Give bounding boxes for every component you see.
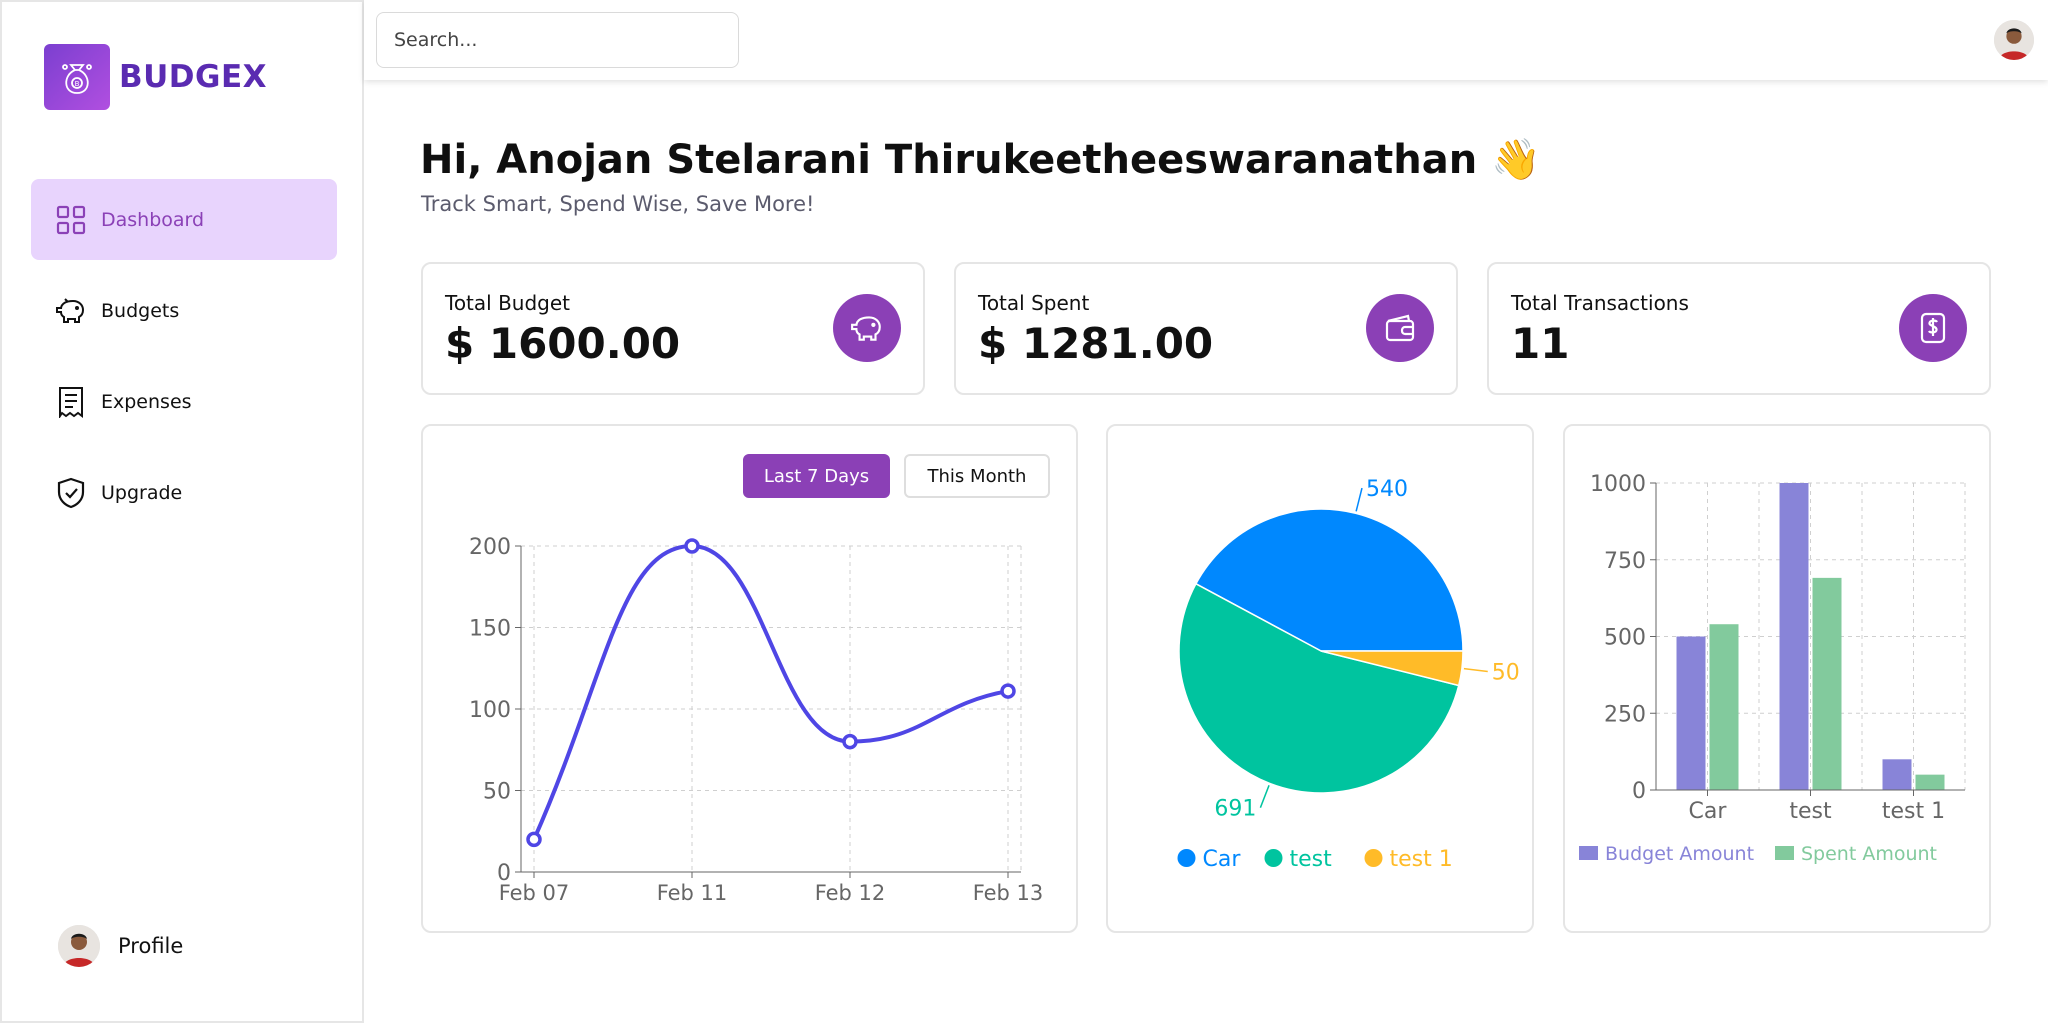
pie-slice[interactable] xyxy=(1320,650,1464,687)
budget-vs-spent-bar-chart: 0 250 500 750 1000 Car test test 1 Budget Amount… xyxy=(1579,472,1966,865)
sidebar-item-label: Upgrade xyxy=(101,481,183,504)
bar[interactable] xyxy=(1915,774,1945,790)
y-tick-label: 500 xyxy=(1604,626,1646,651)
sidebar-item-label: Expenses xyxy=(101,390,192,413)
line-chart-card: Last 7 Days This Month 0 50 100 150 200 Feb 0… xyxy=(421,424,1078,933)
x-tick-label: Car xyxy=(1689,799,1728,824)
slice-label: 50 xyxy=(1492,661,1520,686)
y-tick-label: 200 xyxy=(469,535,511,560)
line-chart-grid xyxy=(521,545,1022,873)
slice-label-leader xyxy=(1463,667,1488,673)
sidebar-item-expenses[interactable]: Expenses xyxy=(31,361,337,442)
stat-card-total-budget: Total Budget $ 1600.00 xyxy=(421,262,925,395)
x-tick-label: Feb 07 xyxy=(499,881,570,905)
app-name: BUDGEX xyxy=(119,59,268,95)
legend-marker xyxy=(1364,849,1383,867)
bar[interactable] xyxy=(1779,483,1809,790)
page-subtitle: Track Smart, Spend Wise, Save More! xyxy=(421,192,815,216)
bar[interactable] xyxy=(1882,759,1912,790)
stat-value: $ 1281.00 xyxy=(978,319,1214,368)
series-line xyxy=(532,543,1009,841)
legend-label: Spent Amount xyxy=(1801,843,1937,865)
sidebar-item-upgrade[interactable]: Upgrade xyxy=(31,452,337,533)
user-avatar[interactable] xyxy=(1994,20,2034,60)
sidebar-item-budgets[interactable]: Budgets xyxy=(31,270,337,351)
y-tick-label: 1000 xyxy=(1590,472,1646,497)
stat-label: Total Transactions xyxy=(1511,291,1689,315)
piggy-bank-icon xyxy=(833,294,901,362)
y-tick-label: 250 xyxy=(1604,702,1646,727)
wallet-icon xyxy=(1366,294,1434,362)
data-point[interactable] xyxy=(526,831,542,848)
app-logo[interactable]: B BUDGEX xyxy=(44,44,267,110)
bar[interactable] xyxy=(1709,624,1739,790)
receipt-icon xyxy=(55,386,87,418)
avatar xyxy=(58,925,100,967)
category-pie-chart: 540 691 50 Car test test 1 xyxy=(1177,477,1520,872)
legend-label: test xyxy=(1290,847,1333,872)
spending-line-chart: 0 50 100 150 200 Feb 07 Feb 11 Feb 12 Feb 13 xyxy=(469,535,1044,905)
sidebar-item-dashboard[interactable]: Dashboard xyxy=(31,179,337,260)
y-tick-label: 150 xyxy=(469,617,511,642)
x-tick-label: test 1 xyxy=(1882,799,1945,824)
y-tick-label: 0 xyxy=(497,861,511,886)
y-tick-label: 100 xyxy=(469,698,511,723)
legend-marker xyxy=(1264,849,1283,867)
bar[interactable] xyxy=(1676,636,1706,791)
data-point[interactable] xyxy=(684,538,700,554)
top-bar xyxy=(364,0,2048,80)
x-tick-label: Feb 12 xyxy=(815,881,886,905)
bar-legend: Budget Amount Spent Amount xyxy=(1579,843,1937,865)
search-input[interactable] xyxy=(376,12,739,68)
bar-chart-card: 0 250 500 750 1000 Car test test 1 Budget Amount… xyxy=(1563,424,1991,933)
legend-label: Car xyxy=(1203,847,1242,872)
svg-text:B: B xyxy=(75,80,80,88)
sidebar-nav: Dashboard Budgets Expenses xyxy=(31,179,337,543)
bar[interactable] xyxy=(1812,577,1842,790)
money-bag-logo-icon: B xyxy=(44,44,110,110)
y-tick-label: 750 xyxy=(1604,549,1646,574)
pie-legend: Car test test 1 xyxy=(1177,847,1453,872)
legend-label: Budget Amount xyxy=(1605,843,1754,865)
page-title: Hi, Anojan Stelarani Thirukeetheeswarana… xyxy=(420,137,1541,183)
slice-label: 540 xyxy=(1366,477,1408,502)
data-point[interactable] xyxy=(842,733,858,750)
shield-check-icon xyxy=(55,477,87,509)
stat-label: Total Budget xyxy=(445,291,570,315)
data-point[interactable] xyxy=(1000,683,1016,699)
pie-slice[interactable] xyxy=(1194,508,1464,652)
stat-card-total-transactions: Total Transactions 11 xyxy=(1487,262,1991,395)
legend-marker xyxy=(1775,846,1794,860)
profile-link[interactable]: Profile xyxy=(58,925,183,967)
last-7-days-button[interactable]: Last 7 Days xyxy=(743,454,890,498)
y-tick-label: 0 xyxy=(1632,779,1646,804)
x-tick-label: Feb 11 xyxy=(657,881,728,905)
piggy-bank-icon xyxy=(55,295,87,327)
slice-label-leader xyxy=(1259,785,1270,808)
stat-value: $ 1600.00 xyxy=(445,319,681,368)
x-tick-label: test xyxy=(1789,799,1832,824)
legend-label: test 1 xyxy=(1390,847,1453,872)
legend-marker xyxy=(1579,846,1598,860)
stat-card-total-spent: Total Spent $ 1281.00 xyxy=(954,262,1458,395)
pie-chart-card: 540 691 50 Car test test 1 xyxy=(1106,424,1534,933)
dollar-receipt-icon xyxy=(1899,294,1967,362)
x-tick-label: Feb 13 xyxy=(973,881,1044,905)
legend-marker xyxy=(1177,849,1196,867)
slice-label-leader xyxy=(1355,487,1363,512)
pie-slice[interactable] xyxy=(1178,582,1460,794)
stat-value: 11 xyxy=(1511,319,1570,368)
profile-label: Profile xyxy=(118,934,184,958)
y-tick-label: 50 xyxy=(483,780,511,805)
grid-icon xyxy=(55,204,87,236)
sidebar-item-label: Dashboard xyxy=(101,208,205,231)
this-month-button[interactable]: This Month xyxy=(904,454,1050,498)
slice-label: 691 xyxy=(1214,797,1256,822)
sidebar: B BUDGEX Dashboard Bud xyxy=(0,0,364,1023)
stat-label: Total Spent xyxy=(978,291,1090,315)
sidebar-item-label: Budgets xyxy=(101,299,180,322)
